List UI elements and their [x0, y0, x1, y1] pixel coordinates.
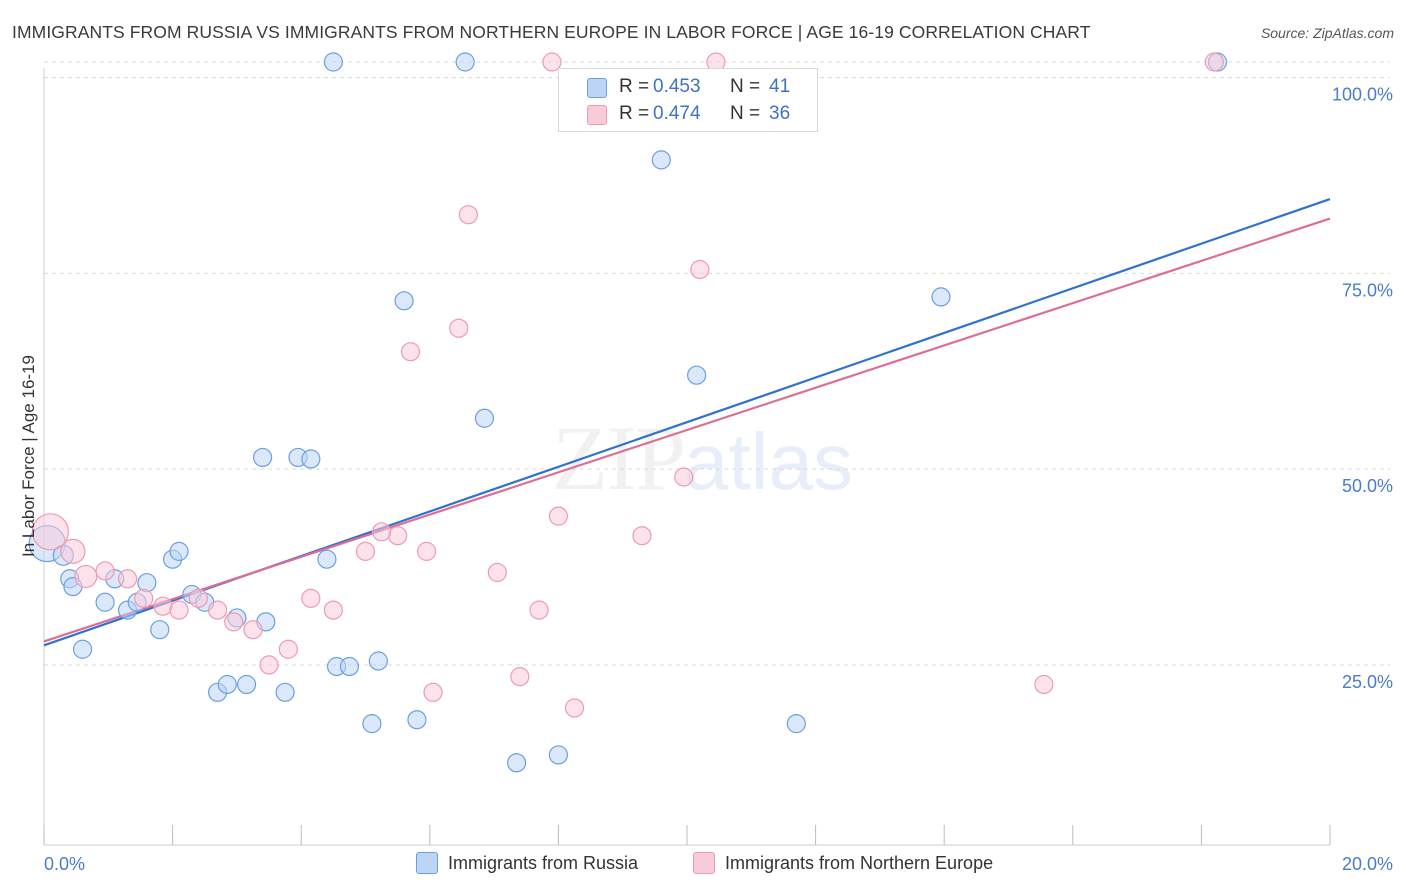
point-russia [687, 365, 707, 385]
point-russia [339, 656, 360, 677]
point-northern-europe [117, 569, 138, 589]
point-northern-europe [278, 639, 298, 659]
point-northern-europe [301, 588, 321, 608]
point-northern-europe [188, 588, 208, 608]
n-value: 36 [769, 103, 791, 124]
point-russia [95, 592, 115, 612]
data-points [28, 52, 1228, 773]
point-northern-europe [208, 600, 228, 620]
point-russia [368, 651, 388, 671]
point-northern-europe [169, 600, 189, 620]
point-northern-europe [548, 506, 569, 526]
axes [43, 68, 1331, 846]
point-northern-europe [416, 541, 437, 561]
point-russia [317, 549, 337, 569]
point-northern-europe [60, 538, 86, 564]
point-northern-europe [371, 522, 392, 542]
point-northern-europe [31, 513, 70, 551]
point-northern-europe [400, 342, 421, 362]
point-russia [455, 52, 475, 72]
tick-labels: 25.0% 50.0% 75.0% 100.0% 0.0% 20.0% In Labor F… [19, 85, 1393, 874]
point-northern-europe [355, 541, 376, 561]
point-northern-europe [423, 682, 443, 702]
trend-line-northern-europe [43, 217, 1331, 643]
source-note: Source: ZipAtlas.com [1260, 25, 1394, 41]
point-russia [137, 573, 157, 593]
point-northern-europe [134, 588, 154, 608]
x-tick-label: 0.0% [44, 854, 85, 874]
legend-item-russia[interactable]: Immigrants from Russia [416, 852, 676, 876]
point-northern-europe [224, 612, 244, 632]
point-northern-europe [388, 526, 408, 546]
stats-legend: R = 0.453 N = 41 R = 0.474 N = 36 [558, 68, 818, 132]
point-northern-europe [74, 564, 98, 589]
y-tick-label: 25.0% [1342, 672, 1393, 692]
r-value: 0.453 [653, 76, 701, 97]
point-northern-europe [449, 318, 469, 338]
russia-legend-swatch [416, 852, 438, 874]
r-label: R = [619, 76, 650, 97]
stats-row-russia: R = 0.453 N = 41 [559, 74, 817, 100]
point-russia [407, 710, 427, 730]
point-russia [323, 52, 343, 72]
point-northern-europe [243, 620, 263, 640]
chart-title: IMMIGRANTS FROM RUSSIA VS IMMIGRANTS FRO… [12, 22, 1091, 42]
trend-lines [43, 197, 1331, 647]
point-northern-europe [564, 698, 585, 718]
y-tick-label: 75.0% [1342, 280, 1393, 300]
point-russia [507, 753, 527, 773]
point-russia [169, 541, 189, 561]
point-russia [362, 714, 382, 734]
point-northern-europe [153, 596, 173, 616]
point-russia [253, 447, 273, 468]
point-russia [931, 287, 951, 307]
r-value: 0.474 [653, 103, 701, 124]
point-northern-europe [542, 52, 562, 72]
point-northern-europe [674, 467, 694, 487]
point-russia [236, 674, 257, 695]
point-russia [275, 682, 295, 702]
northern-europe-legend-swatch [693, 852, 715, 874]
point-russia [217, 674, 237, 695]
legend-item-northern-europe[interactable]: Immigrants from Northern Europe [693, 852, 1033, 876]
watermark: ZIPatlas [552, 407, 853, 509]
point-northern-europe [487, 562, 507, 583]
point-northern-europe [529, 600, 549, 620]
y-tick-label: 50.0% [1342, 476, 1393, 496]
point-russia [651, 150, 671, 170]
y-tick-label: 100.0% [1332, 85, 1393, 105]
y-axis-label: In Labor Force | Age 16-19 [19, 355, 38, 557]
point-russia [150, 620, 170, 640]
point-russia [394, 291, 414, 311]
point-northern-europe [510, 667, 530, 687]
legend-label-russia: Immigrants from Russia [448, 853, 639, 873]
point-northern-europe [1204, 52, 1224, 72]
point-northern-europe [1034, 674, 1054, 695]
x-tick-label: 20.0% [1342, 854, 1393, 874]
point-northern-europe [95, 561, 115, 581]
n-value: 41 [769, 76, 791, 97]
russia-swatch [587, 78, 607, 98]
point-russia [474, 408, 495, 428]
legend-label-northern-europe: Immigrants from Northern Europe [725, 853, 994, 873]
northern-europe-swatch [587, 105, 607, 125]
stats-row-northern-europe: R = 0.474 N = 36 [559, 101, 817, 127]
point-russia [548, 745, 569, 765]
point-russia [786, 714, 806, 734]
point-northern-europe [323, 600, 343, 620]
point-northern-europe [259, 655, 279, 675]
r-label: R = [619, 103, 650, 124]
n-label: N = [730, 76, 761, 97]
point-northern-europe [458, 205, 478, 225]
point-russia [72, 639, 93, 659]
point-russia [301, 449, 321, 469]
point-northern-europe [690, 259, 710, 280]
n-label: N = [730, 103, 761, 124]
point-northern-europe [632, 526, 652, 546]
